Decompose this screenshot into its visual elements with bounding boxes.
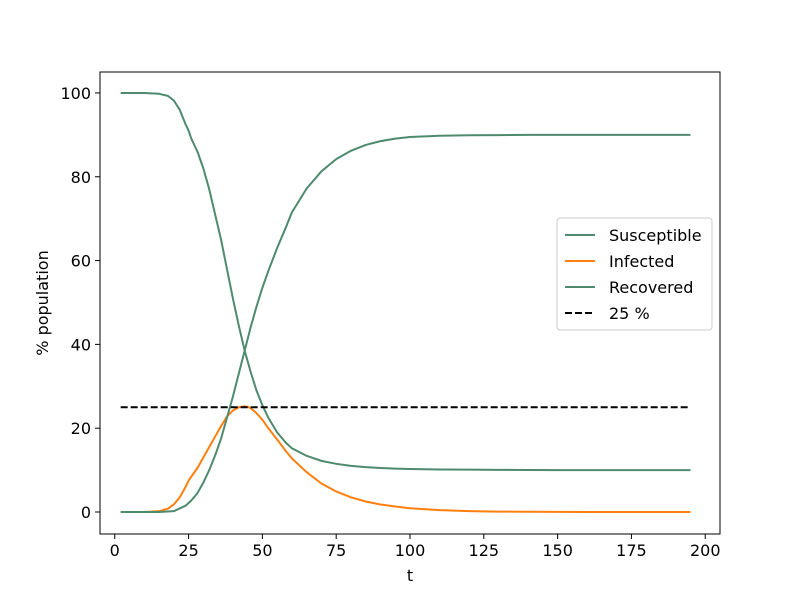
series-line-susceptible	[120, 91, 691, 472]
x-tick-label: 100	[395, 541, 426, 560]
y-tick-label: 60	[71, 252, 91, 271]
y-tick-label: 0	[81, 503, 91, 522]
axes: 0 25 50 75 100 125 150 175 200 0 20 40 60 80 100 t % pop…	[33, 71, 721, 585]
series-line-recovered	[120, 133, 691, 513]
x-tick-label: 75	[326, 541, 346, 560]
legend-entry-label: Susceptible	[609, 226, 702, 245]
legend-entry-label: 25 %	[609, 304, 650, 323]
y-tick-label: 80	[71, 168, 91, 187]
series-line-infected	[120, 405, 691, 513]
legend: Susceptible Infected Recovered 25 %	[556, 217, 713, 331]
y-axis-label: % population	[33, 250, 52, 355]
x-tick-label: 150	[542, 541, 573, 560]
plot-area	[120, 91, 691, 513]
x-tick-label: 0	[110, 541, 120, 560]
y-tick-label: 100	[60, 84, 91, 103]
y-tick-label: 40	[71, 335, 91, 354]
x-tick-label: 50	[252, 541, 272, 560]
legend-entry-label: Recovered	[609, 278, 693, 297]
legend-entry-label: Infected	[609, 252, 674, 271]
legend-box	[556, 217, 713, 331]
x-tick-label: 125	[469, 541, 500, 560]
y-tick-label: 20	[71, 419, 91, 438]
x-tick-label: 25	[178, 541, 198, 560]
x-tick-label: 200	[690, 541, 721, 560]
x-axis-label: t	[407, 566, 413, 585]
x-tick-label: 175	[616, 541, 647, 560]
